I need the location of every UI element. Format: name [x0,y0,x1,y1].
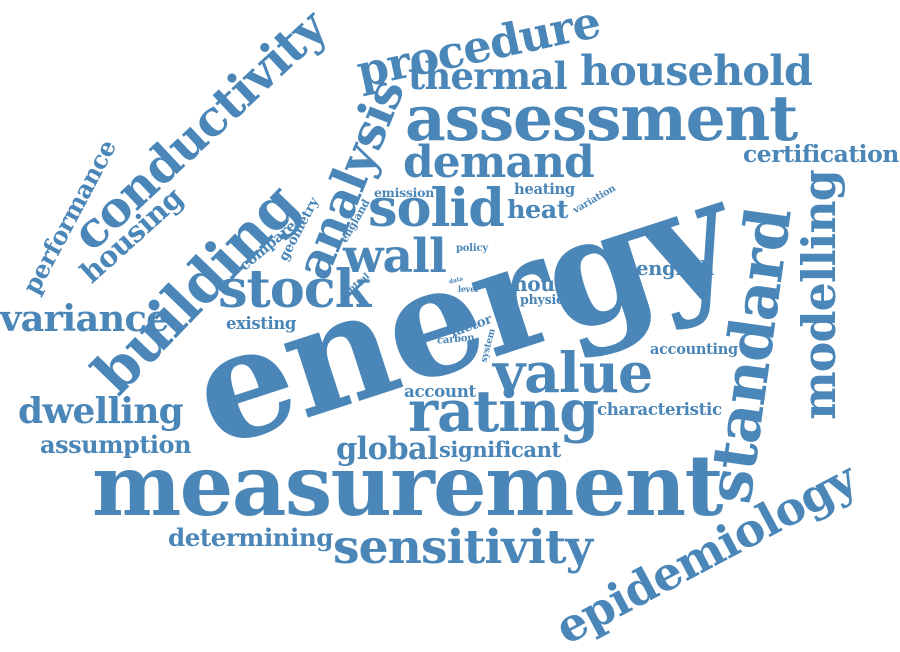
word-heating: heating [514,181,575,198]
word-stock: stock [218,259,371,320]
word-variance: variance [0,296,169,340]
word-physical: physical [520,291,576,307]
word-solid: solid [368,178,505,239]
word-existing: existing [226,314,297,333]
word-level: level [458,285,478,294]
word-value: value [493,341,653,406]
word-dwelling: dwelling [18,389,184,432]
word-heat: heat [507,195,569,225]
word-house: house [513,272,578,296]
word-accounting: accounting [650,341,738,358]
word-modelling: modelling [791,170,846,420]
word-wall: wall [343,229,447,284]
word-assessment: assessment [405,80,798,155]
word-determining: determining [168,522,333,552]
word-policy: policy [456,243,488,254]
word-significant: significant [439,437,561,462]
word-demand: demand [403,137,595,188]
word-sensitivity: sensitivity [333,519,593,575]
word-thermal: thermal [408,53,568,98]
word-global: global [336,431,439,467]
word-assumption: assumption [40,430,192,459]
word-measurement: measurement [92,436,723,535]
word-account: account [404,380,476,401]
word-household: household [580,45,813,95]
word-emission: emission [374,185,435,200]
word-characteristic: characteristic [597,398,722,419]
word-rating: rating [408,378,599,445]
word-certification: certification [743,139,899,168]
word-english: english [636,256,714,280]
